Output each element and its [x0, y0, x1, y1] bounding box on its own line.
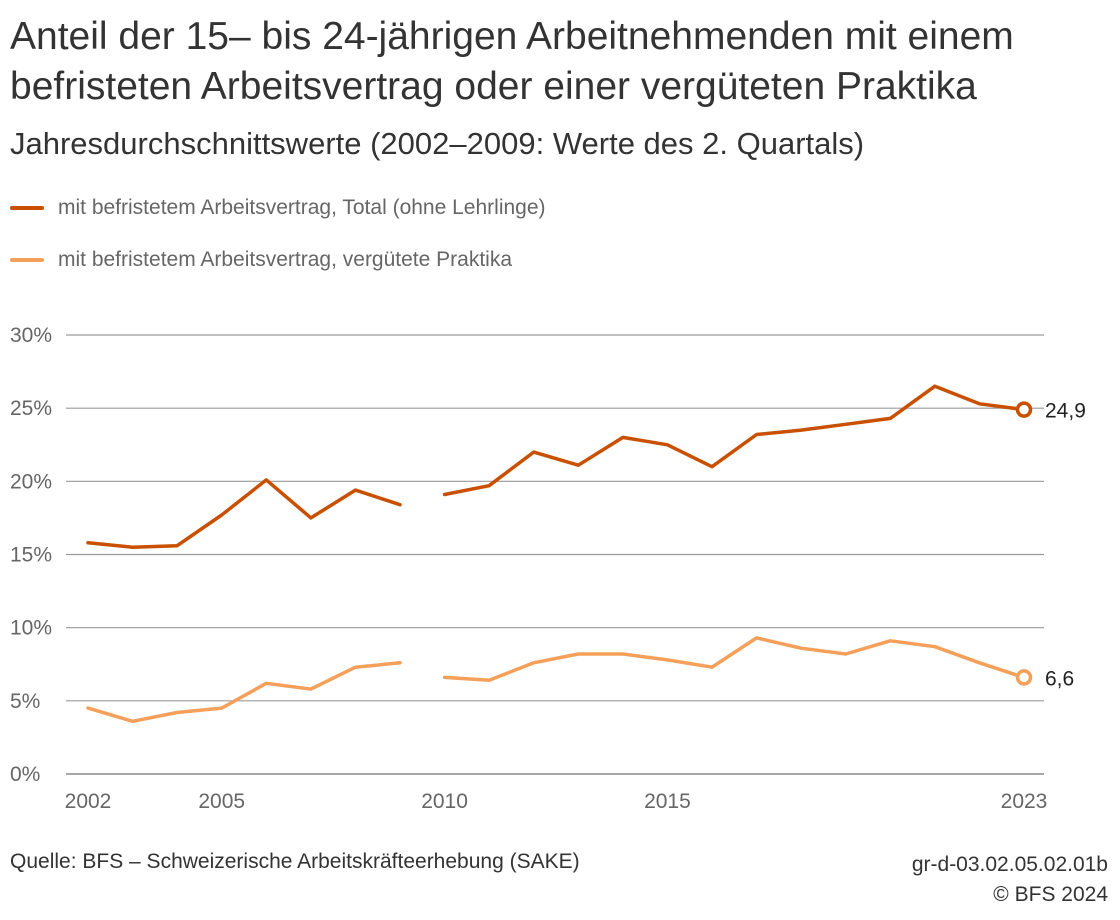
legend-item-total[interactable]: mit befristetem Arbeitsvertrag, Total (o… — [10, 190, 546, 226]
data-point-praktika-2005 — [220, 706, 224, 710]
end-marker-total — [1015, 401, 1033, 418]
data-point-praktika-2022 — [977, 661, 981, 665]
data-point-total-2013 — [576, 463, 580, 467]
data-point-total-2016 — [710, 465, 714, 469]
data-point-praktika-2018 — [799, 646, 803, 650]
y-tick-label-15: 15% — [10, 544, 52, 567]
data-point-total-2002 — [86, 541, 90, 545]
legend-label-praktika: mit befristetem Arbeitsvertrag, vergütet… — [58, 248, 513, 271]
graphic-code: gr-d-03.02.05.02.01b — [911, 853, 1108, 876]
legend-swatch-total — [10, 206, 44, 210]
data-point-praktika-2015 — [665, 658, 669, 662]
data-point-total-2003 — [131, 545, 135, 549]
x-tick-label-2002: 2002 — [65, 790, 112, 813]
data-point-total-2008 — [353, 488, 357, 492]
y-tick-label-30: 30% — [10, 324, 52, 347]
data-point-praktika-2006 — [264, 681, 268, 685]
data-point-total-2022 — [977, 402, 981, 406]
footer-meta: gr-d-03.02.05.02.01b © BFS 2024 — [912, 850, 1108, 910]
data-point-total-2009 — [398, 503, 402, 507]
data-point-praktika-2020 — [888, 639, 892, 643]
data-point-praktika-2008 — [353, 665, 357, 669]
data-point-praktika-2017 — [755, 636, 759, 640]
data-point-praktika-2021 — [933, 645, 937, 649]
data-point-praktika-2009 — [398, 661, 402, 665]
x-tick-label-2023: 2023 — [1001, 790, 1048, 813]
data-point-praktika-2013 — [576, 652, 580, 656]
data-point-praktika-2002 — [86, 706, 90, 710]
copyright: © BFS 2024 — [993, 883, 1108, 906]
legend-item-praktika[interactable]: mit befristetem Arbeitsvertrag, vergütet… — [10, 242, 546, 278]
data-point-praktika-2007 — [309, 687, 313, 691]
data-point-total-2006 — [264, 478, 268, 482]
legend: mit befristetem Arbeitsvertrag, Total (o… — [10, 190, 546, 294]
chart-subtitle: Jahresdurchschnittswerte (2002–2009: Wer… — [10, 126, 865, 161]
data-point-praktika-2003 — [131, 719, 135, 723]
data-point-total-2010 — [443, 493, 447, 497]
y-tick-label-5: 5% — [10, 690, 40, 713]
data-point-praktika-2014 — [621, 652, 625, 656]
data-point-total-2004 — [175, 544, 179, 548]
data-point-total-2018 — [799, 428, 803, 432]
data-point-praktika-2004 — [175, 711, 179, 715]
data-point-praktika-2010 — [443, 675, 447, 679]
data-point-total-2014 — [621, 435, 625, 439]
data-point-total-2017 — [755, 433, 759, 437]
chart-title: Anteil der 15– bis 24-jährigen Arbeitneh… — [10, 15, 1014, 108]
y-tick-label-10: 10% — [10, 617, 52, 640]
y-tick-label-25: 25% — [10, 397, 52, 420]
data-point-praktika-2012 — [532, 661, 536, 665]
end-marker-praktika — [1015, 669, 1033, 686]
source-note: Quelle: BFS – Schweizerische Arbeitskräf… — [10, 850, 580, 873]
series-total-line-1 — [442, 384, 1026, 497]
x-tick-label-2015: 2015 — [644, 790, 691, 813]
legend-swatch-praktika — [10, 258, 44, 262]
data-point-praktika-2016 — [710, 665, 714, 669]
data-point-total-2021 — [933, 384, 937, 388]
x-tick-label-2005: 2005 — [198, 790, 245, 813]
data-point-total-2007 — [309, 516, 313, 520]
data-point-total-2012 — [532, 450, 536, 454]
data-point-total-2015 — [665, 443, 669, 447]
end-label-total: 24,9 — [1045, 400, 1086, 423]
data-point-total-2019 — [844, 422, 848, 426]
data-point-praktika-2019 — [844, 652, 848, 656]
data-point-total-2005 — [220, 513, 224, 517]
data-point-total-2020 — [888, 416, 892, 420]
series-praktika-line-1 — [442, 636, 1026, 683]
end-label-praktika: 6,6 — [1045, 667, 1074, 690]
data-point-praktika-2011 — [487, 678, 491, 682]
y-tick-label-0: 0% — [10, 763, 40, 786]
data-point-total-2011 — [487, 484, 491, 488]
line-chart: 0% 5% 10% 15% 20% 25% 30% 2002 2005 2010 2015 2023 2… — [10, 324, 1086, 813]
series-praktika-line-0 — [86, 661, 402, 724]
legend-label-total: mit befristetem Arbeitsvertrag, Total (o… — [58, 196, 546, 219]
series-total-line-0 — [86, 478, 402, 549]
x-tick-label-2010: 2010 — [421, 790, 468, 813]
y-tick-label-20: 20% — [10, 470, 52, 493]
